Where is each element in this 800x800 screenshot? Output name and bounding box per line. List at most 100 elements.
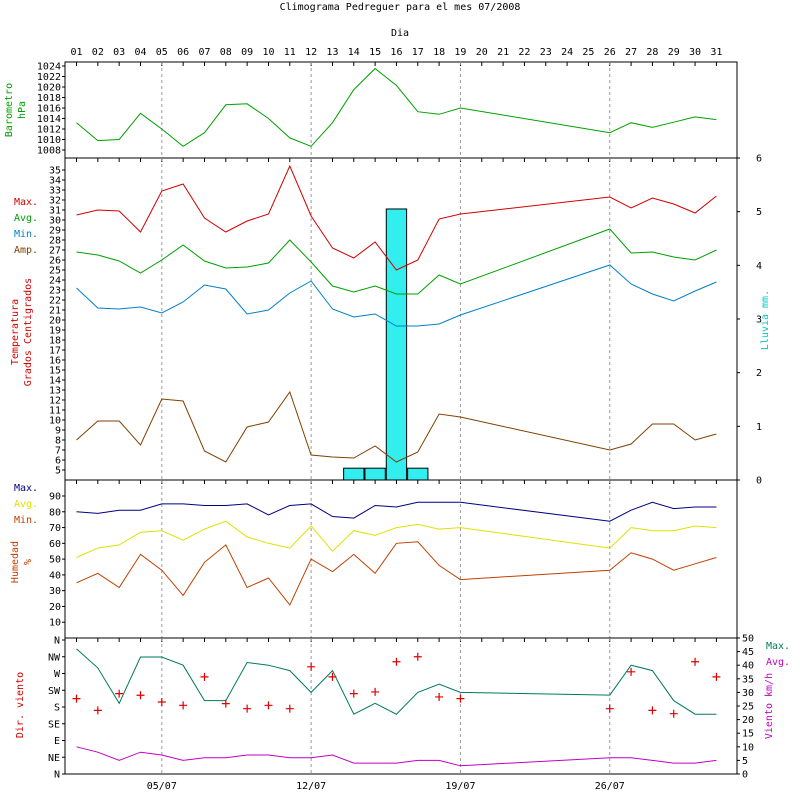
temp-tick-label-5: 5	[55, 466, 61, 477]
wind-direction-marker-day-8	[221, 699, 230, 708]
hum-legend-min: Min.	[14, 515, 38, 526]
wind-direction-marker-day-6	[179, 701, 188, 710]
speed-tick-label-15: 15	[742, 729, 754, 740]
dir-tick-label-5: SW	[48, 686, 61, 697]
date-label-05-07: 05/07	[147, 781, 177, 792]
speed-tick-label-45: 45	[742, 647, 754, 658]
hum-tick-label-10: 10	[49, 618, 61, 629]
day-label-23: 23	[540, 47, 552, 58]
wind-direction-marker-day-9	[243, 704, 252, 713]
hum-tick-label-20: 20	[49, 602, 61, 613]
temp-ylabel-1: Temperatura	[10, 299, 21, 365]
baro-tick-label-1016: 1016	[37, 104, 61, 115]
rain-tick-label-3: 3	[756, 315, 762, 326]
baro-ylabel-2: hPa	[17, 101, 28, 119]
temp-tick-label-19: 19	[49, 326, 61, 337]
rain-ylabel: Lluvia mm.	[760, 290, 771, 350]
hum-series-line-max	[76, 501, 717, 522]
day-label-10: 10	[262, 47, 274, 58]
temp-tick-label-35: 35	[49, 166, 61, 177]
wind-direction-marker-day-3	[115, 689, 124, 698]
day-label-01: 01	[70, 47, 82, 58]
temp-tick-label-10: 10	[49, 416, 61, 427]
hum-tick-label-30: 30	[49, 586, 61, 597]
wind-direction-marker-day-14	[349, 689, 358, 698]
day-label-05: 05	[156, 47, 168, 58]
day-label-22: 22	[518, 47, 530, 58]
dir-tick-label-1: NE	[48, 753, 60, 764]
wind-ylabel-right: Viento km/h	[764, 673, 775, 739]
wind-direction-marker-day-18	[435, 692, 444, 701]
hum-tick-label-80: 80	[49, 507, 61, 518]
day-label-07: 07	[198, 47, 210, 58]
speed-tick-label-40: 40	[742, 661, 754, 672]
rain-tick-label-6: 6	[756, 154, 762, 165]
day-label-06: 06	[177, 47, 189, 58]
speed-tick-label-25: 25	[742, 702, 754, 713]
day-label-09: 09	[241, 47, 253, 58]
wind-legend-avg: Avg.	[766, 657, 790, 668]
temp-tick-label-27: 27	[49, 246, 61, 257]
temp-legend-amp: Amp.	[14, 245, 38, 256]
hum-tick-label-40: 40	[49, 570, 61, 581]
temp-tick-label-14: 14	[49, 376, 61, 387]
wind-direction-marker-day-31	[712, 672, 721, 681]
temp-tick-label-6: 6	[55, 456, 61, 467]
day-label-31: 31	[710, 47, 722, 58]
wind-direction-marker-day-5	[157, 697, 166, 706]
rain-tick-label-4: 4	[756, 261, 762, 272]
day-label-16: 16	[390, 47, 402, 58]
day-label-27: 27	[625, 47, 637, 58]
hum-ylabel-1: Humedad	[10, 541, 21, 583]
wind-direction-marker-day-16	[392, 657, 401, 666]
day-label-14: 14	[348, 47, 360, 58]
day-label-19: 19	[454, 47, 466, 58]
baro-ylabel-1: Barometro	[4, 83, 15, 137]
wind-legend-max: Max.	[766, 641, 790, 652]
day-label-29: 29	[668, 47, 680, 58]
wind-direction-marker-day-26	[605, 704, 614, 713]
hum-tick-label-50: 50	[49, 555, 61, 566]
wind-direction-marker-day-27	[627, 667, 636, 676]
dir-tick-label-3: SE	[48, 719, 60, 730]
baro-series-line-0	[76, 67, 717, 147]
temp-tick-label-15: 15	[49, 366, 61, 377]
day-label-26: 26	[604, 47, 616, 58]
day-label-02: 02	[92, 47, 104, 58]
dir-tick-label-4: S	[54, 703, 60, 714]
temp-tick-label-22: 22	[49, 296, 61, 307]
dir-tick-label-7: NW	[48, 652, 61, 663]
wind-direction-marker-day-17	[413, 652, 422, 661]
temp-series-line-min	[76, 264, 717, 327]
temp-ylabel-2: Grados Centigrados	[23, 278, 34, 386]
day-label-21: 21	[497, 47, 509, 58]
day-label-15: 15	[369, 47, 381, 58]
temp-tick-label-30: 30	[49, 216, 61, 227]
rain-tick-label-2: 2	[756, 368, 762, 379]
hum-tick-label-90: 90	[49, 492, 61, 503]
baro-tick-label-1010: 1010	[37, 135, 61, 146]
temp-tick-label-16: 16	[49, 356, 61, 367]
hum-series-line-avg	[76, 520, 717, 558]
baro-tick-label-1012: 1012	[37, 125, 61, 136]
temp-legend-avg: Avg.	[14, 213, 38, 224]
speed-tick-label-50: 50	[742, 634, 754, 645]
temp-tick-label-8: 8	[55, 436, 61, 447]
date-label-12-07: 12/07	[296, 781, 326, 792]
day-label-03: 03	[113, 47, 125, 58]
rain-tick-label-0: 0	[756, 476, 762, 487]
temp-tick-label-17: 17	[49, 346, 61, 357]
day-label-25: 25	[582, 47, 594, 58]
wind-direction-marker-day-12	[307, 662, 316, 671]
speed-tick-label-20: 20	[742, 715, 754, 726]
speed-tick-label-35: 35	[742, 674, 754, 685]
temp-tick-label-12: 12	[49, 396, 61, 407]
rain-bar-day-14	[343, 467, 365, 481]
day-label-24: 24	[561, 47, 573, 58]
baro-tick-label-1014: 1014	[37, 114, 61, 125]
wind-direction-marker-day-13	[328, 672, 337, 681]
day-label-12: 12	[305, 47, 317, 58]
temp-tick-label-11: 11	[49, 406, 61, 417]
wind-direction-marker-day-15	[371, 687, 380, 696]
x-axis-label: Dia	[391, 28, 409, 39]
